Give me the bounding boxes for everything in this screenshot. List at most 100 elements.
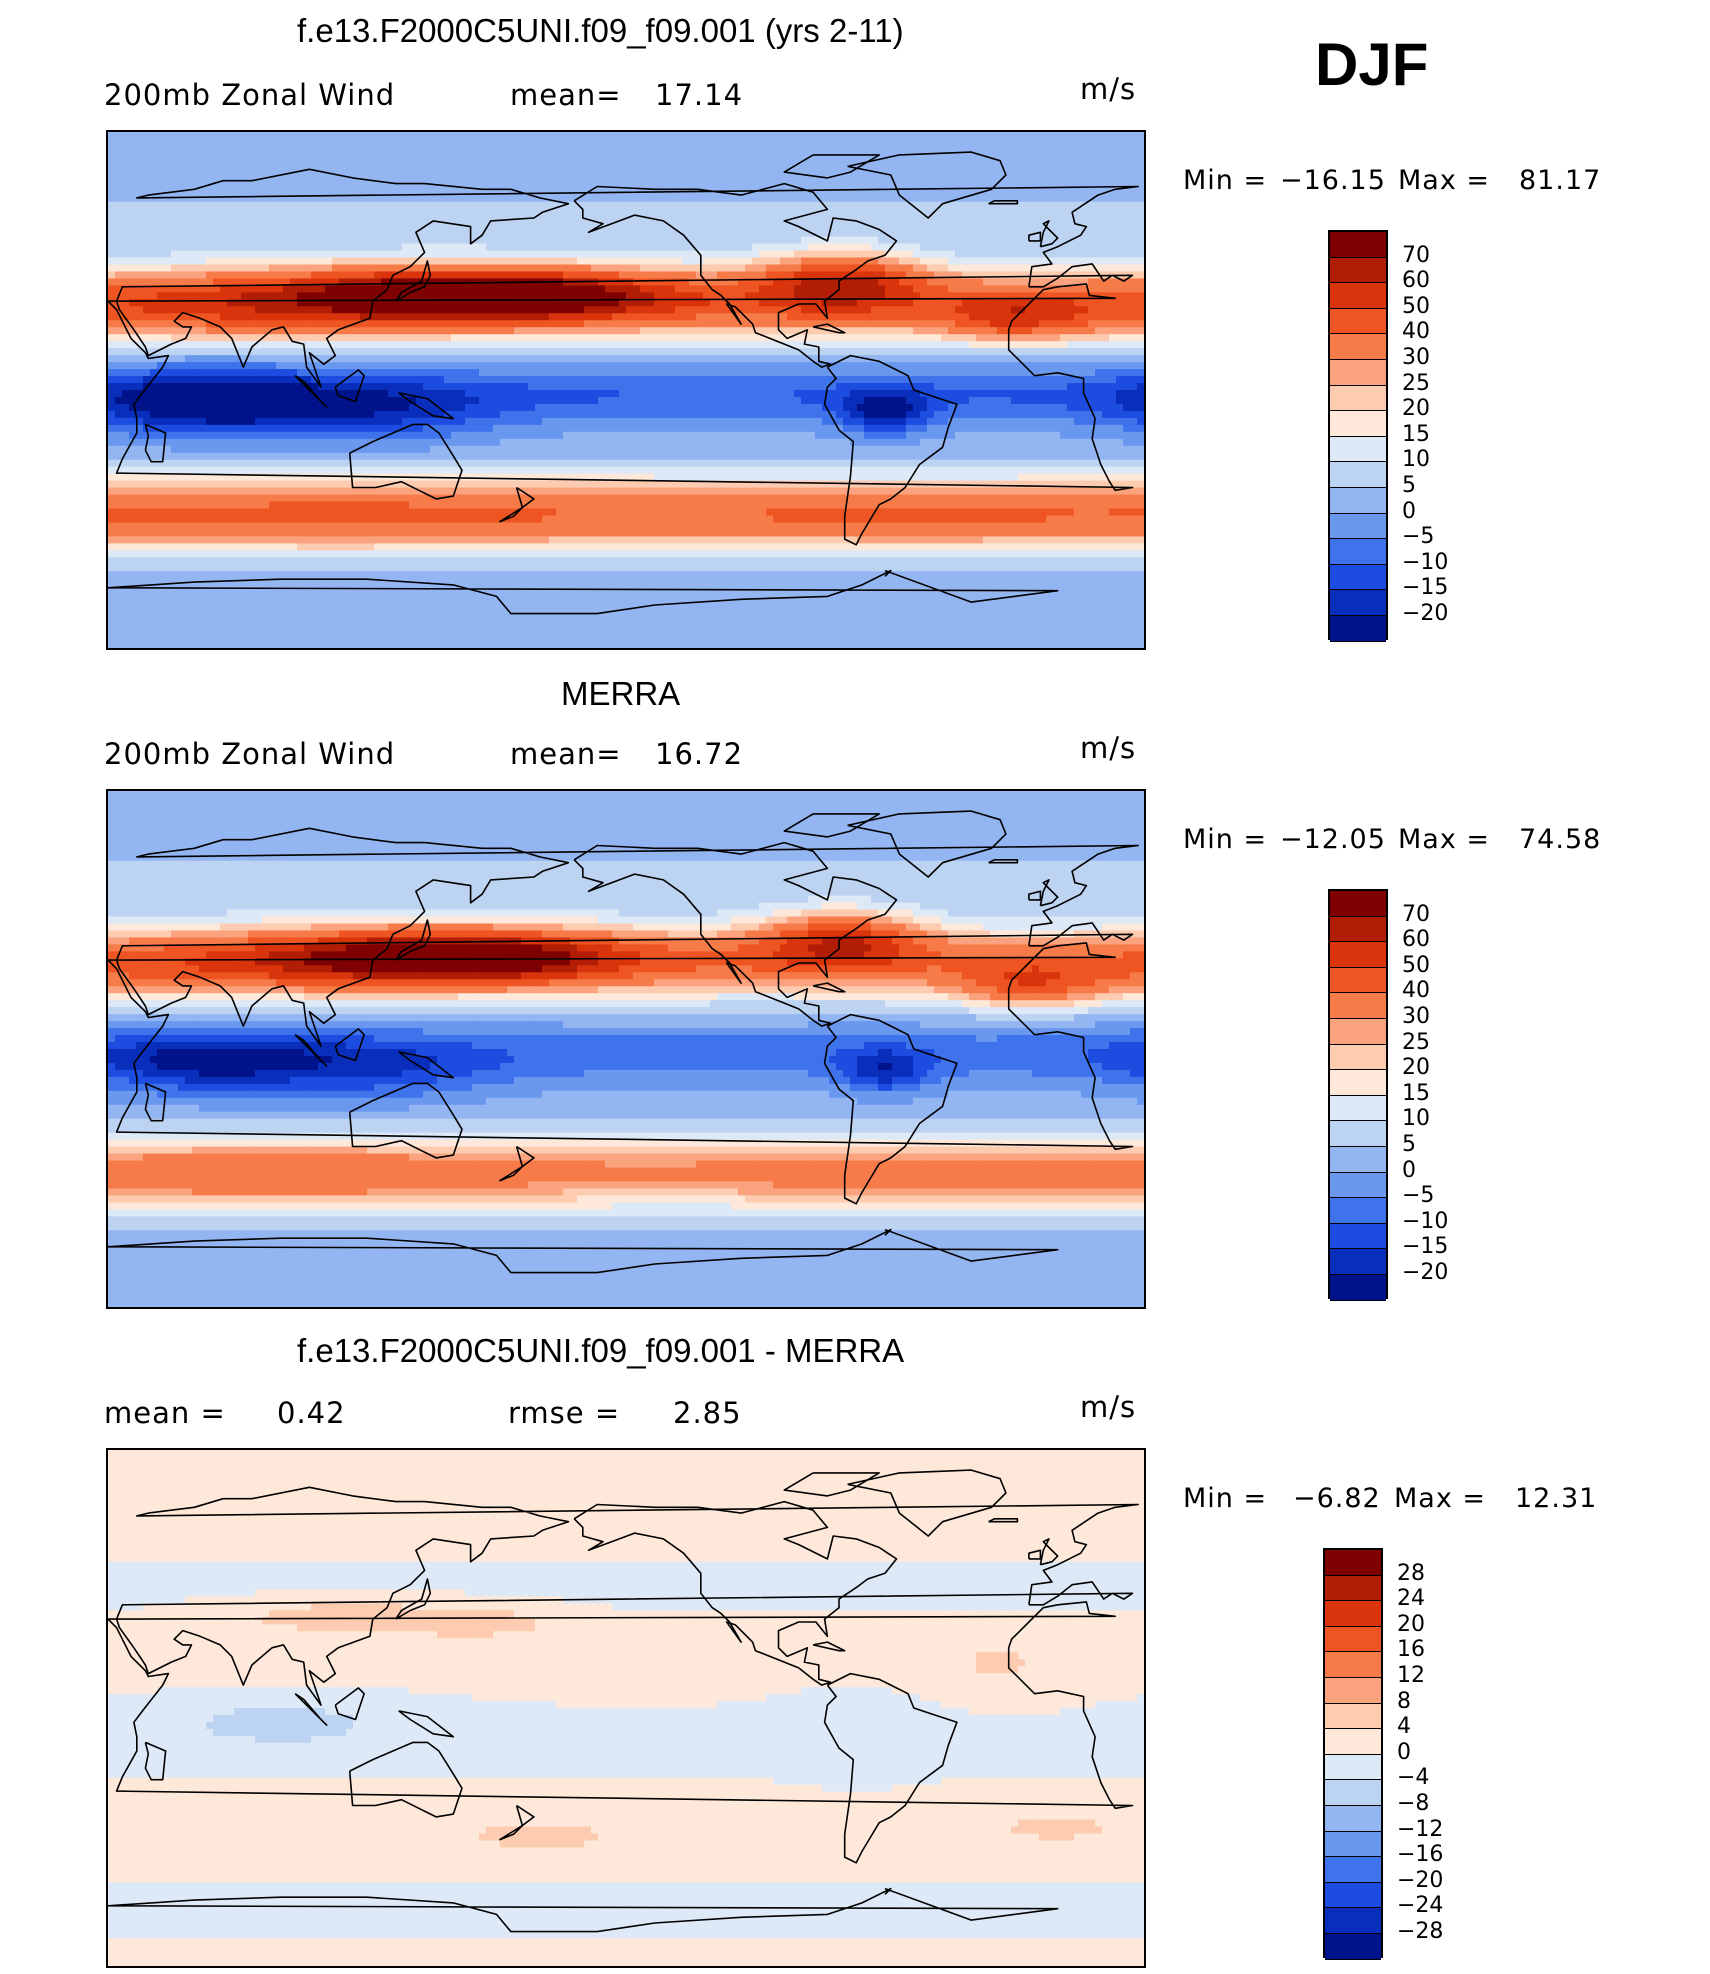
- contour-cell: [934, 250, 942, 259]
- contour-cell: [584, 236, 592, 245]
- contour-cell: [1074, 173, 1082, 182]
- contour-cell: [1004, 278, 1012, 286]
- contour-cell: [220, 285, 228, 293]
- contour-cell: [192, 132, 200, 140]
- contour-cell: [955, 292, 963, 300]
- contour-cell: [528, 348, 536, 356]
- contour-cell: [619, 334, 627, 342]
- contour-cell: [115, 201, 123, 210]
- contour-cell: [500, 208, 508, 217]
- contour-cell: [1102, 278, 1110, 286]
- contour-cell: [682, 334, 690, 342]
- contour-cell: [787, 194, 795, 203]
- contour-cell: [437, 173, 445, 182]
- contour-cell: [262, 292, 270, 300]
- contour-cell: [969, 138, 977, 147]
- contour-cell: [1095, 215, 1103, 224]
- contour-cell: [829, 145, 837, 154]
- contour-cell: [542, 215, 550, 224]
- contour-cell: [626, 243, 634, 252]
- contour-cell: [892, 278, 900, 286]
- contour-cell: [759, 320, 767, 328]
- contour-cell: [164, 187, 172, 196]
- contour-cell: [738, 166, 746, 175]
- contour-cell: [556, 236, 564, 245]
- contour-cell: [626, 362, 634, 370]
- contour-cell: [717, 299, 725, 307]
- contour-cell: [906, 152, 914, 161]
- contour-cell: [346, 320, 354, 328]
- contour-cell: [654, 145, 662, 154]
- contour-cell: [1074, 320, 1082, 328]
- contour-cell: [969, 159, 977, 168]
- contour-cell: [1081, 327, 1089, 335]
- contour-cell: [997, 320, 1005, 328]
- contour-cell: [444, 180, 452, 189]
- contour-cell: [885, 194, 893, 203]
- contour-cell: [906, 159, 914, 168]
- contour-cell: [318, 334, 326, 342]
- contour-cell: [976, 145, 984, 154]
- contour-cell: [822, 159, 830, 168]
- contour-cell: [976, 257, 984, 266]
- contour-cell: [304, 341, 312, 349]
- contour-cell: [388, 201, 396, 210]
- contour-cell: [997, 306, 1005, 314]
- contour-cell: [185, 341, 193, 349]
- contour-cell: [283, 215, 291, 224]
- contour-cell: [318, 257, 326, 266]
- contour-cell: [682, 271, 690, 280]
- contour-cell: [927, 208, 935, 217]
- contour-cell: [192, 229, 200, 238]
- contour-cell: [955, 138, 963, 147]
- contour-cell: [962, 132, 970, 140]
- contour-cell: [353, 348, 361, 356]
- contour-cell: [871, 299, 879, 307]
- contour-cell: [780, 292, 788, 300]
- contour-cell: [514, 355, 522, 363]
- contour-cell: [465, 152, 473, 161]
- contour-cell: [234, 341, 242, 349]
- contour-cell: [1032, 243, 1040, 252]
- contour-cell: [1081, 180, 1089, 189]
- contour-cell: [157, 166, 165, 175]
- contour-cell: [836, 271, 844, 280]
- contour-cell: [227, 187, 235, 196]
- contour-cell: [1123, 166, 1131, 175]
- contour-cell: [871, 215, 879, 224]
- contour-cell: [213, 145, 221, 154]
- contour-cell: [584, 194, 592, 203]
- contour-cell: [920, 327, 928, 335]
- contour-cell: [885, 299, 893, 307]
- contour-cell: [1067, 215, 1075, 224]
- contour-cell: [255, 222, 263, 231]
- contour-cell: [668, 145, 676, 154]
- contour-cell: [934, 292, 942, 300]
- contour-cell: [934, 145, 942, 154]
- contour-cell: [787, 320, 795, 328]
- contour-cell: [682, 250, 690, 259]
- contour-cell: [122, 145, 130, 154]
- contour-cell: [451, 362, 459, 370]
- contour-cell: [836, 313, 844, 321]
- contour-cell: [213, 180, 221, 189]
- contour-cell: [969, 327, 977, 335]
- contour-cell: [808, 313, 816, 321]
- contour-cell: [913, 138, 921, 147]
- contour-cell: [920, 257, 928, 266]
- contour-cell: [801, 299, 809, 307]
- contour-cell: [822, 222, 830, 231]
- contour-cell: [647, 173, 655, 182]
- contour-cell: [311, 187, 319, 196]
- contour-cell: [1109, 208, 1117, 217]
- contour-cell: [969, 229, 977, 238]
- contour-cell: [927, 159, 935, 168]
- contour-cell: [1046, 208, 1054, 217]
- contour-cell: [878, 271, 886, 280]
- contour-cell: [990, 257, 998, 266]
- contour-cell: [948, 194, 956, 203]
- contour-cell: [248, 250, 256, 259]
- contour-cell: [885, 334, 893, 342]
- contour-cell: [381, 278, 389, 286]
- contour-cell: [619, 180, 627, 189]
